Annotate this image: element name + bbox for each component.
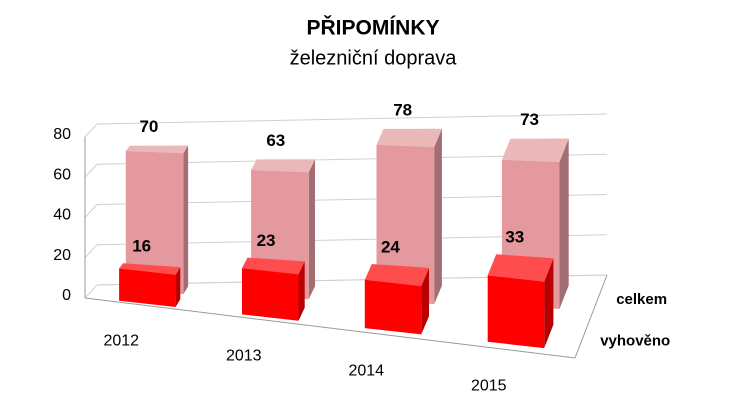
y-tick-label: 80 — [53, 126, 71, 143]
depth-axis — [574, 274, 608, 359]
chart-title: PŘIPOMÍNKY — [306, 16, 439, 40]
bar — [487, 275, 545, 349]
data-label: 70 — [139, 117, 158, 136]
data-label: 24 — [381, 237, 400, 256]
bar-side — [298, 261, 305, 321]
bar-side — [421, 267, 429, 335]
bar-side — [559, 138, 569, 309]
data-label: 73 — [520, 110, 539, 129]
chart-subtitle: železniční doprava — [290, 47, 458, 69]
x-tick-label: 2014 — [348, 363, 384, 380]
bar — [376, 144, 435, 304]
grid-line-side — [84, 244, 98, 259]
bar — [125, 151, 184, 295]
series-label: vyhověno — [600, 332, 670, 349]
bar-side — [434, 128, 442, 304]
grid-line-side — [84, 163, 98, 178]
bar-side — [175, 267, 181, 307]
bar — [242, 268, 299, 321]
y-tick-label: 40 — [53, 207, 71, 224]
y-tick-label: 60 — [53, 166, 71, 183]
y-tick-label: 20 — [53, 247, 71, 264]
bar-top — [376, 128, 442, 147]
bar-side — [544, 258, 554, 349]
data-label: 33 — [505, 228, 524, 247]
bar-top — [242, 257, 305, 275]
x-tick-label: 2015 — [471, 378, 507, 395]
bar-top — [125, 145, 189, 154]
bar-top — [119, 263, 181, 275]
data-label: 78 — [393, 100, 412, 119]
grid-line-side — [84, 204, 98, 218]
grid-line-side — [84, 284, 98, 299]
bar — [364, 279, 422, 335]
bar-top — [501, 138, 569, 162]
bar — [119, 268, 176, 307]
bar-top — [364, 264, 429, 287]
x-axis — [84, 297, 576, 359]
bar-side — [183, 145, 189, 295]
series-label: celkem — [616, 291, 667, 308]
x-tick-label: 2013 — [226, 348, 262, 365]
x-tick-label: 2012 — [103, 333, 139, 350]
data-label: 16 — [132, 237, 151, 256]
data-label: 23 — [257, 231, 276, 250]
grid-line-side — [84, 123, 98, 138]
grid-line — [96, 113, 608, 125]
bar-side — [308, 159, 315, 300]
y-tick-label: 0 — [62, 287, 71, 304]
bar-top — [487, 254, 554, 282]
data-label: 63 — [266, 131, 285, 150]
bar-top — [251, 159, 315, 173]
